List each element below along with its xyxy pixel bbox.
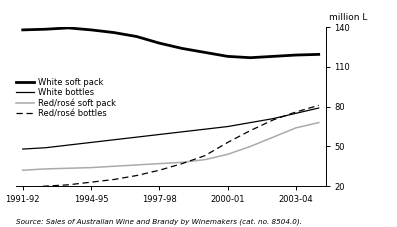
Text: million L: million L <box>329 13 367 22</box>
Legend: White soft pack, White bottles, Red/rosé soft pack, Red/rosé bottles: White soft pack, White bottles, Red/rosé… <box>16 78 116 118</box>
Text: Source: Sales of Australian Wine and Brandy by Winemakers (cat. no. 8504.0).: Source: Sales of Australian Wine and Bra… <box>16 218 302 225</box>
